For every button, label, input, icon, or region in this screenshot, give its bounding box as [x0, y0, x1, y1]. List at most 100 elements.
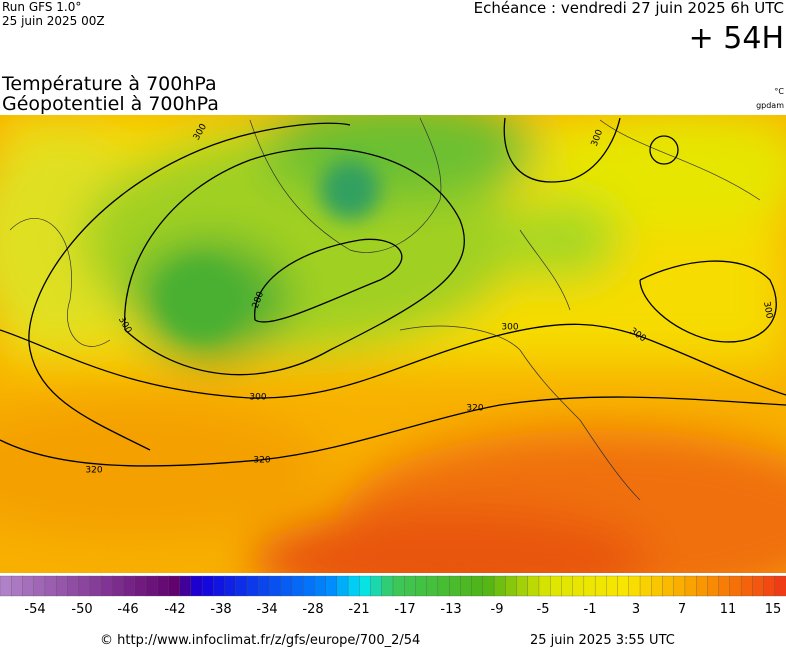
colorbar-swatch — [639, 575, 652, 597]
run: Run GFS 1.0° — [2, 0, 81, 14]
colorbar-swatch — [381, 575, 394, 597]
colorbar-swatch — [269, 575, 282, 597]
title-temp: Température à 700hPa — [1, 73, 217, 95]
contour-label: 320 — [85, 466, 102, 476]
colorbar-swatch — [404, 575, 417, 597]
colorbar-swatch — [617, 575, 630, 597]
colorbar-swatch — [258, 575, 271, 597]
colorbar-tick-label: -13 — [440, 602, 461, 617]
colorbar-swatch — [505, 575, 518, 597]
colorbar-tick-label: 7 — [678, 602, 686, 617]
colorbar-swatch — [673, 575, 686, 597]
colorbar-swatch — [707, 575, 720, 597]
run-date: 25 juin 2025 00Z — [2, 14, 105, 28]
colorbar-swatch — [763, 575, 776, 597]
colorbar-tick-label: -5 — [537, 602, 550, 617]
colorbar-swatch — [493, 575, 506, 597]
colorbar-tick-label: -54 — [24, 602, 45, 617]
colorbar-swatch — [55, 575, 69, 597]
colorbar-swatch — [550, 575, 563, 597]
colorbar-swatch — [11, 575, 24, 597]
colorbar-swatch — [246, 575, 259, 597]
colorbar-tick-label: -1 — [584, 602, 597, 617]
colorbar-swatch — [471, 575, 484, 597]
colorbar-swatch — [112, 575, 125, 597]
colorbar-swatch — [157, 575, 170, 597]
contour-label: 300 — [761, 301, 774, 320]
colorbar-tick-label: 3 — [632, 602, 640, 617]
contour-label: 320 — [253, 456, 270, 466]
colorbar-swatch — [0, 575, 12, 597]
colorbar-swatch — [44, 575, 57, 597]
colorbar-swatch — [415, 575, 428, 597]
unit-geo: gpdam — [756, 101, 784, 110]
contour-label: 300 — [249, 393, 266, 403]
colorbar-swatch — [740, 575, 753, 597]
colorbar-swatch — [516, 575, 529, 597]
colorbar-swatch — [583, 575, 596, 597]
title-geo: Géopotentiel à 700hPa — [2, 93, 219, 115]
colorbar-tick-label: -21 — [348, 602, 369, 617]
colorbar-swatch — [651, 575, 664, 597]
colorbar-swatch — [224, 575, 237, 597]
colorbar-swatch — [718, 575, 731, 597]
colorbar-swatch — [123, 575, 136, 597]
colorbar-swatch — [179, 575, 192, 597]
colorbar-swatch — [235, 575, 248, 597]
colorbar-swatch — [752, 575, 765, 597]
colorbar-swatch — [729, 575, 742, 597]
colorbar-swatch — [538, 575, 551, 597]
colorbar-swatch — [392, 575, 405, 597]
colorbar-tick-label: -28 — [302, 602, 323, 617]
colorbar-swatch — [303, 575, 316, 597]
colorbar-swatch — [190, 575, 203, 597]
colorbar-tick-label: -42 — [164, 602, 185, 617]
colorbar-swatch — [22, 575, 35, 597]
colorbar-swatch — [572, 575, 585, 597]
colorbar-swatch — [527, 575, 540, 597]
colorbar-tick-label: -38 — [210, 602, 231, 617]
colorbar-tick-label: -34 — [256, 602, 277, 617]
colorbar-swatch — [78, 575, 91, 597]
colorbar-swatch — [168, 575, 181, 597]
contour-label: 320 — [466, 404, 483, 414]
colorbar-swatch — [696, 575, 709, 597]
source: © http://www.infoclimat.fr/z/gfs/europe/… — [100, 633, 420, 648]
colorbar-tick-label: -46 — [117, 602, 138, 617]
colorbar-swatch — [347, 575, 360, 597]
lead-time: + 54H — [689, 21, 784, 56]
colorbar-swatch — [145, 575, 158, 597]
colorbar-swatch — [561, 575, 574, 597]
colorbar-swatch — [370, 575, 383, 597]
colorbar-swatch — [359, 575, 372, 597]
colorbar-swatch — [134, 575, 147, 597]
colorbar-swatch — [67, 575, 80, 597]
colorbar-tick-label: -9 — [491, 602, 504, 617]
colorbar-swatch — [448, 575, 462, 597]
colorbar-tick-label: 11 — [720, 602, 737, 617]
colorbar-swatch — [482, 575, 495, 597]
colorbar-swatch — [201, 575, 214, 597]
colorbar-tick-label: -17 — [394, 602, 415, 617]
colorbar-tick-label: 15 — [765, 602, 782, 617]
colorbar-swatch — [291, 575, 304, 597]
colorbar-swatch — [437, 575, 450, 597]
colorbar-swatch — [314, 575, 327, 597]
colorbar-swatch — [606, 575, 619, 597]
colorbar-swatch — [213, 575, 226, 597]
unit-temp: °C — [774, 87, 784, 96]
colorbar-tick-label: -50 — [71, 602, 92, 617]
contour-label: 300 — [501, 323, 518, 333]
colorbar-swatch — [100, 575, 113, 597]
colorbar-swatch — [684, 575, 697, 597]
colorbar-swatch — [662, 575, 675, 597]
colorbar-swatch — [336, 575, 349, 597]
colorbar-swatch — [89, 575, 102, 597]
colorbar-swatch — [774, 575, 786, 597]
colorbar-swatch — [280, 575, 293, 597]
issued: 25 juin 2025 3:55 UTC — [530, 633, 675, 648]
colorbar-swatch — [33, 575, 46, 597]
colorbar-swatch — [426, 575, 439, 597]
